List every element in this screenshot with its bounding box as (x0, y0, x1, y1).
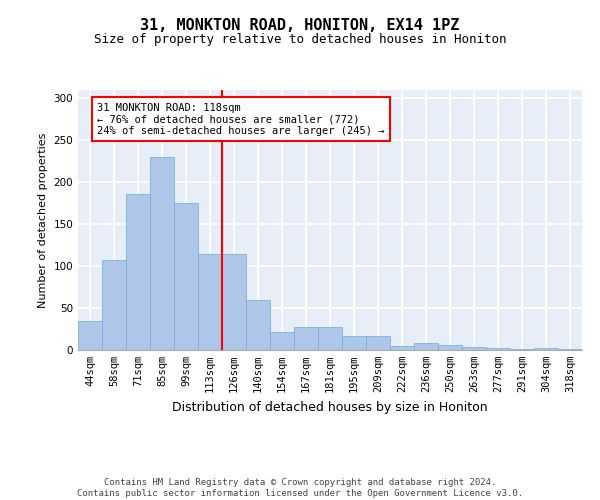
Text: 31, MONKTON ROAD, HONITON, EX14 1PZ: 31, MONKTON ROAD, HONITON, EX14 1PZ (140, 18, 460, 32)
Bar (150, 157, 174, 350)
Bar (246, 300, 270, 350)
Bar (534, 348, 558, 350)
Bar (78, 320, 102, 350)
Bar (270, 332, 294, 350)
Bar (414, 344, 438, 350)
Bar (438, 345, 462, 350)
Bar (102, 260, 126, 350)
Bar (510, 349, 534, 350)
Bar (366, 336, 390, 350)
Bar (198, 254, 222, 350)
Bar (126, 194, 150, 350)
Bar (174, 203, 198, 350)
Bar (558, 349, 582, 350)
Text: 31 MONKTON ROAD: 118sqm
← 76% of detached houses are smaller (772)
24% of semi-d: 31 MONKTON ROAD: 118sqm ← 76% of detache… (97, 102, 385, 136)
Bar (486, 348, 510, 350)
X-axis label: Distribution of detached houses by size in Honiton: Distribution of detached houses by size … (172, 400, 488, 413)
Text: Contains HM Land Registry data © Crown copyright and database right 2024.
Contai: Contains HM Land Registry data © Crown c… (77, 478, 523, 498)
Text: Size of property relative to detached houses in Honiton: Size of property relative to detached ho… (94, 32, 506, 46)
Bar (342, 336, 366, 350)
Bar (462, 346, 486, 350)
Bar (318, 328, 342, 350)
Bar (390, 346, 414, 350)
Bar (222, 254, 246, 350)
Bar (294, 328, 318, 350)
Y-axis label: Number of detached properties: Number of detached properties (38, 132, 48, 308)
